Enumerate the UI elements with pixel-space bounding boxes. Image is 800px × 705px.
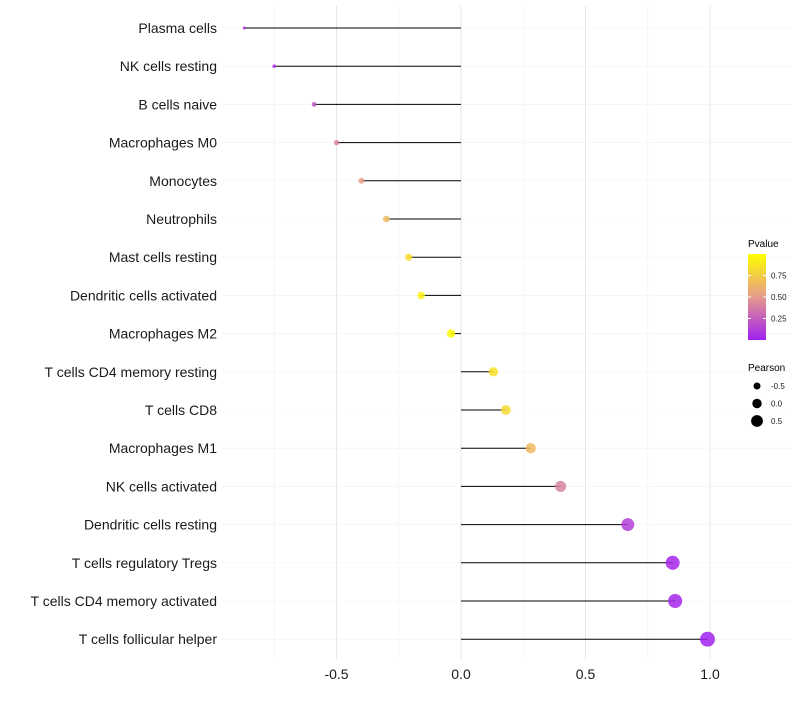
lollipop-point xyxy=(358,177,365,184)
lollipop-point xyxy=(525,443,536,454)
colorbar-tick-label: 0.75 xyxy=(771,272,787,281)
x-axis-tick-label: 0.0 xyxy=(451,666,471,682)
lollipop-point xyxy=(488,367,499,377)
y-axis-label: Monocytes xyxy=(149,173,217,189)
pearson-legend-key xyxy=(752,398,762,409)
pearson-legend-key xyxy=(753,382,761,390)
pearson-legend-label: 0.5 xyxy=(771,417,783,426)
x-axis-tick-label: 0.5 xyxy=(576,666,596,682)
y-axis-label: NK cells activated xyxy=(106,478,217,494)
pearson-legend-label: -0.5 xyxy=(771,382,785,391)
pvalue-legend-title: Pvalue xyxy=(748,239,779,250)
lollipop-point xyxy=(311,102,317,107)
x-axis-tick-labels: -0.5 0.0 0.5 1.0 xyxy=(324,666,720,682)
pearson-legend-key xyxy=(751,415,763,427)
pearson-legend-title: Pearson xyxy=(748,363,785,374)
lollipop-point xyxy=(446,329,456,338)
pvalue-legend-ticks: 0.25 0.50 0.75 xyxy=(748,272,787,324)
pearson-legend: Pearson -0.5 0.0 0.5 xyxy=(748,363,785,427)
x-axis-tick-label: -0.5 xyxy=(324,666,348,682)
y-axis-label: T cells regulatory Tregs xyxy=(72,555,217,571)
lollipop-point xyxy=(417,291,425,300)
lollipop-point xyxy=(668,593,683,609)
gridlines xyxy=(222,6,792,660)
y-axis-label: NK cells resting xyxy=(120,58,217,74)
colorbar-tick-label: 0.25 xyxy=(771,315,787,324)
colorbar-tick-label: 0.50 xyxy=(771,293,787,302)
lollipop-point xyxy=(621,518,635,532)
lollipop-point xyxy=(700,631,715,647)
y-axis-label: T cells CD8 xyxy=(145,402,217,418)
y-axis-label: T cells CD4 memory resting xyxy=(45,364,217,380)
lollipop-point xyxy=(555,480,567,492)
lollipop-point xyxy=(665,555,680,570)
y-axis-label: Macrophages M0 xyxy=(109,135,217,151)
pearson-legend-label: 0.0 xyxy=(771,400,783,409)
lollipop-points xyxy=(242,26,715,647)
y-axis-label: B cells naive xyxy=(138,96,217,112)
y-axis-label: Dendritic cells activated xyxy=(70,287,217,303)
y-axis-label: Dendritic cells resting xyxy=(84,517,217,533)
y-axis-label: Macrophages M2 xyxy=(109,326,217,342)
lollipop-point xyxy=(242,26,246,30)
lollipop-stems xyxy=(244,27,708,640)
pearson-legend-items: -0.5 0.0 0.5 xyxy=(751,382,785,427)
y-axis-label: Mast cells resting xyxy=(109,249,217,265)
y-axis-labels: Plasma cells NK cells resting B cells naiv… xyxy=(31,20,218,647)
y-axis-label: Neutrophils xyxy=(146,211,217,227)
y-axis-label: T cells follicular helper xyxy=(79,631,218,647)
lollipop-point xyxy=(272,64,277,69)
lollipop-point xyxy=(382,215,390,223)
lollipop-point xyxy=(500,405,511,415)
y-axis-label: T cells CD4 memory activated xyxy=(31,593,217,609)
y-axis-label: Plasma cells xyxy=(138,20,217,36)
pvalue-colorbar xyxy=(748,254,766,340)
pvalue-legend: Pvalue 0.25 0.50 0.75 xyxy=(748,239,787,340)
x-axis-tick-label: 1.0 xyxy=(700,666,720,682)
lollipop-point xyxy=(333,139,340,146)
lollipop-point xyxy=(405,253,413,261)
y-axis-label: Macrophages M1 xyxy=(109,440,217,456)
